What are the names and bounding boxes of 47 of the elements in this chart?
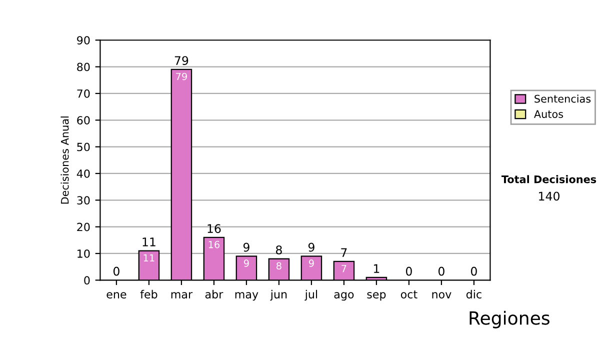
x-tick-label: jun	[270, 290, 287, 301]
legend-label: Sentencias	[534, 94, 591, 103]
y-tick-label: 50	[77, 142, 90, 152]
y-tick-label: 30	[77, 196, 90, 205]
total-label: 8	[276, 245, 282, 254]
total-label: 1	[374, 264, 380, 273]
x-tick-label: may	[235, 292, 258, 301]
data-label: 9	[244, 260, 249, 267]
y-tick-label: 20	[77, 222, 90, 232]
total-label: 16	[208, 224, 221, 234]
total-label: 7	[341, 248, 347, 257]
data-label: 16	[208, 240, 220, 248]
y-axis-title: Decisiones Anual	[60, 116, 69, 204]
total-label: 9	[308, 242, 314, 252]
y-tick-label: 10	[78, 249, 90, 258]
y-tick-label: 70	[77, 89, 90, 98]
total-label: 0	[113, 266, 120, 276]
x-tick-label: ago	[334, 292, 354, 301]
y-tick-label: 60	[77, 116, 90, 125]
data-label: 7	[342, 264, 346, 272]
y-tick-label: 90	[77, 36, 90, 44]
total-label: 0	[438, 266, 444, 276]
x-tick-label: oct	[400, 290, 418, 298]
text: Total Decisiones	[501, 175, 596, 184]
x-tick-label: jul	[304, 290, 318, 301]
x-tick-label: abr	[205, 290, 224, 298]
total-label: 79	[174, 56, 188, 66]
total-label: 11	[142, 238, 156, 246]
legend-label: Autos	[534, 110, 564, 118]
total-label: 0	[406, 266, 412, 276]
total-label: 0	[470, 266, 477, 276]
data-label: 9	[308, 260, 314, 267]
data-label: 11	[144, 254, 154, 262]
x-tick-label: feb	[140, 290, 158, 298]
y-tick-label: 80	[77, 62, 90, 72]
x-tick-label: mar	[171, 292, 193, 298]
total-label: 9	[243, 242, 250, 252]
x-tick-label: ene	[106, 292, 126, 298]
data-label: 79	[176, 72, 187, 80]
y-tick-label: 40	[76, 169, 90, 178]
text: 140	[539, 192, 560, 201]
x-tick-label: nov	[432, 292, 452, 298]
text: Regiones	[470, 310, 550, 328]
y-tick-label: 0	[84, 276, 90, 285]
x-tick-label: sep	[367, 292, 386, 301]
data-label: 8	[276, 262, 282, 270]
x-tick-label: dic	[466, 290, 482, 298]
